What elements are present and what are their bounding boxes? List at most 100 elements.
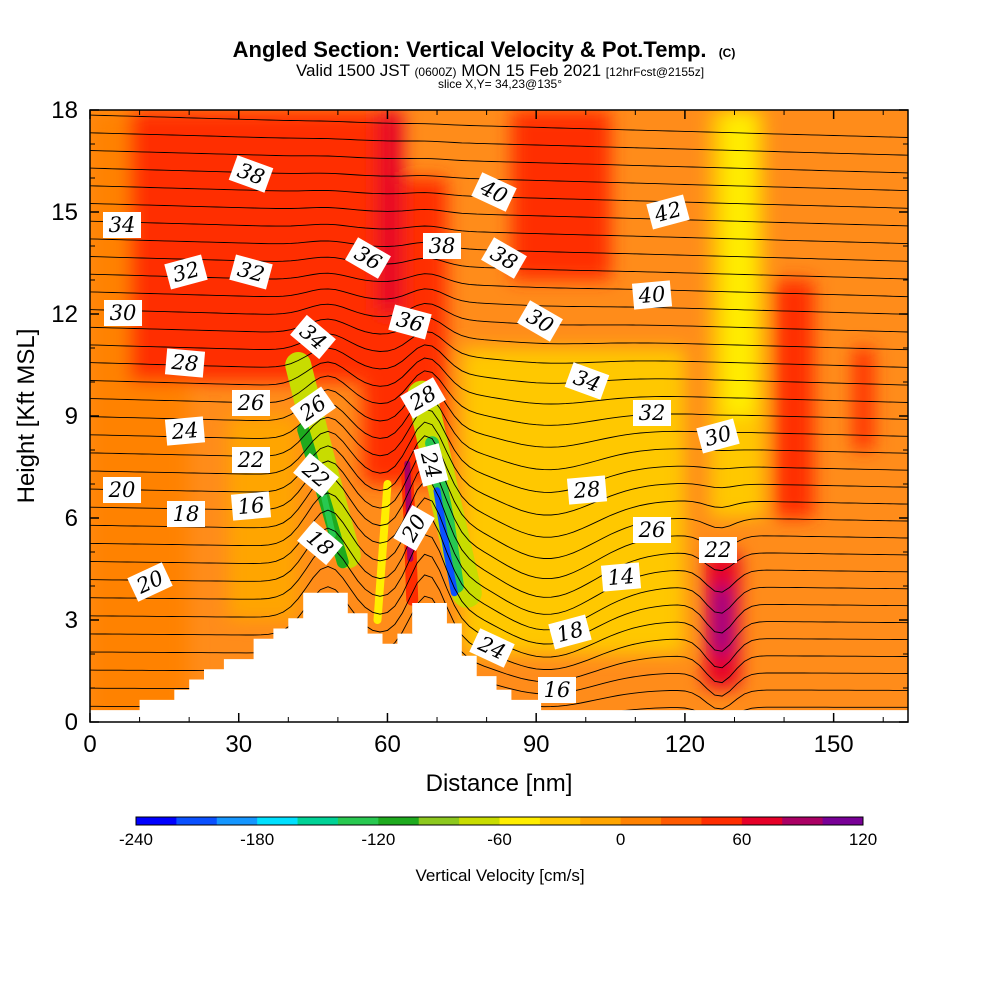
contour-label-box: [345, 237, 391, 279]
colorbar-swatch: [661, 817, 702, 825]
isentrope-line: [90, 344, 908, 386]
contour-label-box: [631, 280, 673, 310]
colorbar-tick-label: -120: [361, 830, 395, 849]
contour-label-box: [393, 505, 435, 551]
contour-label-box: [293, 452, 339, 498]
isentrope-line: [90, 132, 908, 156]
contour-label-text: 22: [237, 448, 265, 472]
isentrope-line: [90, 370, 908, 426]
terrain: [90, 592, 908, 722]
contour-label-box: [423, 233, 461, 259]
x-tick-label: 90: [523, 731, 550, 758]
contour-label-box: [103, 212, 141, 238]
isentrope-line: [90, 464, 908, 580]
contour-label-text: 38: [429, 234, 456, 258]
x-tick-label: 0: [83, 731, 96, 758]
contour-label-box: [481, 237, 527, 279]
colorbar-swatch: [499, 817, 541, 825]
colorbar-swatch: [257, 817, 299, 825]
slice-info: slice X,Y= 34,23@135°: [438, 77, 562, 91]
contour-label-box: [290, 314, 336, 360]
contour-label-box: [600, 562, 642, 592]
contour-label-text: 18: [173, 502, 200, 526]
contour-label: 32: [633, 400, 671, 426]
contour-label-box: [517, 300, 563, 342]
isentrope-line: [90, 114, 908, 138]
contour-label: 36: [388, 304, 432, 340]
contour-label-text: 22: [704, 538, 732, 562]
vv-cell: [853, 348, 874, 450]
colorbar: -240 -180 -120 -60 0 60 120: [119, 816, 877, 849]
contour-label: 14: [600, 562, 642, 592]
contour-label: 30: [696, 418, 740, 454]
vv-cell: [129, 110, 378, 382]
colorbar-tick-label: 120: [849, 830, 877, 849]
contour-label: 26: [633, 517, 671, 543]
y-tick-label: 12: [51, 301, 78, 328]
y-tick-label: 15: [51, 199, 78, 226]
colorbar-swatch: [136, 817, 177, 825]
contour-label-box: [103, 477, 141, 503]
contour-label-box: [164, 348, 206, 378]
y-tick-label: 3: [65, 607, 78, 634]
colorbar-tick-label: -240: [119, 830, 153, 849]
contour-label: 20: [103, 477, 141, 503]
contour-label: 32: [164, 254, 208, 290]
colorbar-swatch: [539, 817, 581, 825]
colorbar-swatch: [337, 817, 379, 825]
contour-label-text: 30: [110, 301, 137, 325]
x-tick-label: 120: [665, 731, 705, 758]
contour-label-box: [469, 628, 515, 668]
isentrope-line: [90, 408, 908, 493]
isentrope-line: [90, 449, 908, 559]
contour-label-box: [232, 390, 270, 416]
colorbar-swatch: [620, 817, 662, 825]
contour-label: 22: [699, 537, 737, 563]
isentrope-line: [90, 421, 908, 516]
isentrope-line: [90, 395, 908, 471]
contour-label-text: 28: [572, 477, 602, 503]
colorbar-swatch: [782, 817, 824, 825]
contour-label-box: [164, 254, 208, 290]
contour-label-text: 16: [237, 493, 266, 519]
contour-label-text: 20: [108, 478, 136, 502]
chart-title: Angled Section: Vertical Velocity & Pot.…: [233, 37, 736, 62]
contour-label-box: [289, 386, 337, 430]
colorbar-tick-label: 0: [616, 830, 625, 849]
isentrope-line: [90, 480, 908, 598]
x-tick-label: 150: [814, 731, 854, 758]
isentrope-line: [90, 357, 908, 405]
colorbar-swatch: [216, 817, 258, 825]
contour-label-box: [646, 194, 690, 230]
y-tick-label: 0: [65, 709, 78, 736]
isentrope-line: [90, 435, 908, 538]
contour-label-text: 16: [544, 678, 571, 702]
vv-cell: [714, 586, 730, 654]
y-tick-label: 9: [65, 403, 78, 430]
contour-label-text: 14: [607, 564, 636, 590]
colorbar-tick-label: -60: [487, 830, 512, 849]
contour-label-box: [167, 501, 205, 527]
isentrope-line: [90, 534, 908, 645]
contour-label-box: [127, 562, 173, 602]
y-axis-label: Height [Kft MSL]: [13, 329, 40, 504]
chart-subtitle: Valid 1500 JST (0600Z) MON 15 Feb 2021 […: [296, 61, 704, 80]
contour-label-box: [104, 300, 142, 326]
contour-label: 18: [548, 614, 592, 650]
contour-label-box: [230, 491, 272, 521]
contour-label-box: [400, 377, 446, 419]
colorbar-swatch: [297, 817, 339, 825]
colorbar-swatch: [701, 817, 743, 825]
contour-label-box: [297, 520, 343, 566]
isentrope-line: [90, 288, 908, 315]
colorbar-swatch: [378, 817, 420, 825]
contour-label-box: [633, 400, 671, 426]
colorbar-frame: [135, 816, 864, 826]
contour-label-box: [471, 172, 517, 212]
contour-label: 38: [423, 233, 461, 259]
contour-label-box: [699, 537, 737, 563]
colorbar-label: Vertical Velocity [cm/s]: [415, 866, 584, 885]
contour-label: 40: [631, 280, 673, 310]
